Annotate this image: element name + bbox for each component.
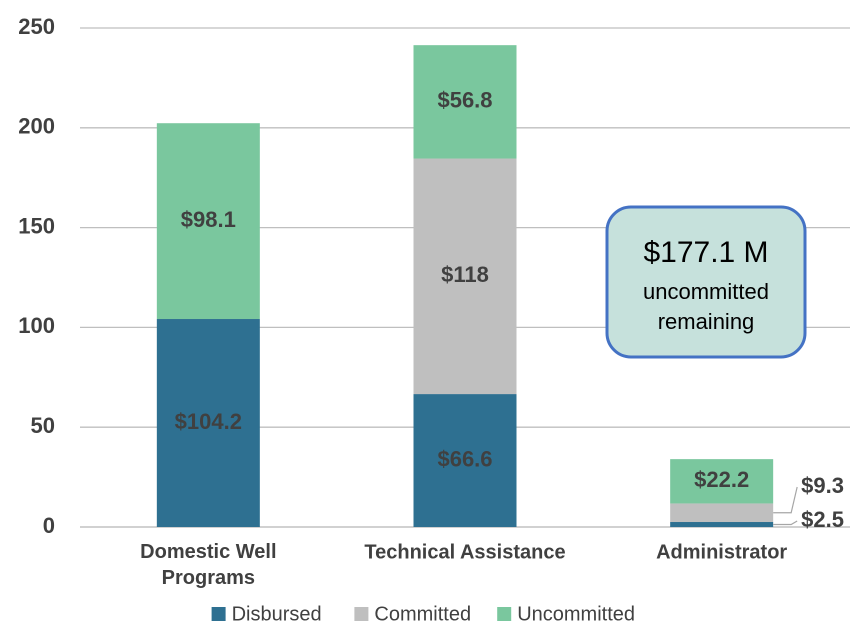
y-tick-label: 50 bbox=[31, 413, 55, 438]
x-tick-label: Technical Assistance bbox=[364, 541, 565, 563]
legend-swatch bbox=[211, 607, 226, 621]
legend-swatch bbox=[497, 607, 512, 621]
annotation-box bbox=[605, 205, 807, 359]
data-label: $104.2 bbox=[175, 409, 242, 434]
bar-segment bbox=[413, 394, 517, 527]
y-tick-label: 200 bbox=[18, 114, 55, 139]
plot: 0 50 100 150 200 250 $104.2 $98.1 Domestic Well P… bbox=[18, 14, 850, 625]
bar-segment bbox=[670, 503, 774, 523]
legend-label: Committed bbox=[374, 603, 471, 625]
bar-segment bbox=[670, 522, 774, 527]
bar-segment bbox=[156, 319, 260, 527]
annotation-line: uncommitted bbox=[643, 279, 769, 304]
legend-label: Disbursed bbox=[232, 603, 322, 625]
data-label: $98.1 bbox=[181, 207, 236, 232]
bar-segment bbox=[413, 45, 517, 159]
legend-label: Uncommitted bbox=[517, 603, 635, 625]
data-label: $22.2 bbox=[694, 467, 749, 492]
y-tick-label: 150 bbox=[18, 213, 55, 238]
x-tick-label: Administrator bbox=[656, 541, 787, 563]
y-tick-label: 0 bbox=[43, 513, 55, 538]
leader-line bbox=[773, 486, 798, 514]
bar-segment bbox=[670, 459, 774, 504]
data-label: $66.6 bbox=[437, 446, 492, 471]
legend-swatch bbox=[354, 607, 369, 621]
annotation-headline: $177.1 M bbox=[643, 236, 768, 269]
data-label: $118 bbox=[441, 262, 489, 287]
y-tick-label: 250 bbox=[18, 14, 55, 39]
data-label: $56.8 bbox=[437, 88, 492, 113]
x-tick-label: Domestic Well Programs bbox=[140, 541, 276, 589]
bar-segment bbox=[413, 158, 517, 395]
data-label: $9.3 bbox=[801, 473, 844, 498]
leader-line bbox=[773, 520, 798, 526]
annotation-line: remaining bbox=[658, 309, 755, 334]
y-tick-label: 100 bbox=[18, 313, 55, 338]
bar-segment bbox=[156, 123, 260, 320]
data-label: $2.5 bbox=[801, 507, 844, 532]
